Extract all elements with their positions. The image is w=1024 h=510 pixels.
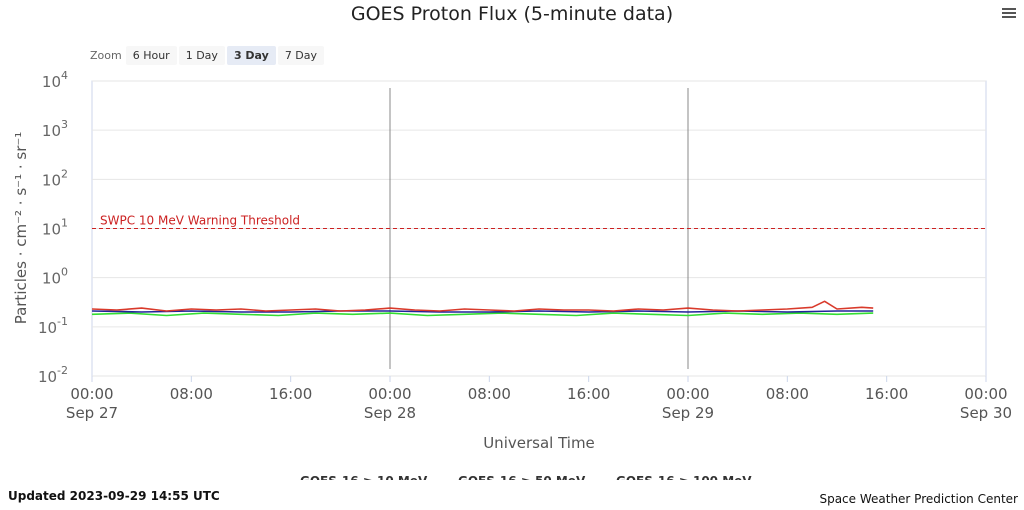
- y-axis-label: Particles · cm⁻² · s⁻¹ · sr⁻¹: [12, 132, 30, 325]
- zoom-bar: Zoom 6 Hour 1 Day 3 Day 7 Day: [90, 46, 326, 65]
- x-tick-label: 08:00: [170, 385, 213, 403]
- zoom-3-day-button[interactable]: 3 Day: [226, 46, 276, 65]
- series-line: [91, 310, 874, 313]
- x-tick-label: 08:00: [766, 385, 809, 403]
- zoom-label: Zoom: [90, 49, 122, 62]
- x-tick-date: Sep 30: [960, 404, 1012, 422]
- y-tick-label: 104: [42, 69, 68, 91]
- x-tick-date: Sep 28: [364, 404, 416, 422]
- zoom-1-day-button[interactable]: 1 Day: [178, 46, 225, 65]
- y-tick-label: 102: [42, 167, 68, 189]
- x-tick-label: 16:00: [567, 385, 610, 403]
- zoom-7-day-button[interactable]: 7 Day: [277, 46, 325, 65]
- x-tick-date: Sep 29: [662, 404, 714, 422]
- y-tick-label: 10-2: [38, 364, 68, 386]
- x-tick-label: 08:00: [468, 385, 511, 403]
- x-tick-label: 00:00: [964, 385, 1007, 403]
- series-line: [91, 300, 874, 312]
- legend-item: GOES-16 ≥ 10 MeV: [300, 474, 428, 480]
- legend-item: GOES-16 ≥ 100 MeV: [616, 474, 752, 480]
- y-tick-label: 103: [42, 118, 68, 140]
- y-tick-label: 10-1: [38, 315, 68, 337]
- threshold-label: SWPC 10 MeV Warning Threshold: [100, 214, 300, 228]
- legend-item: GOES-16 ≥ 50 MeV: [458, 474, 586, 480]
- series-line: [91, 312, 874, 317]
- y-tick-label: 101: [42, 217, 68, 239]
- x-tick-label: 16:00: [269, 385, 312, 403]
- x-axis-label: Universal Time: [483, 434, 595, 452]
- x-tick-label: 16:00: [865, 385, 908, 403]
- zoom-6-hour-button[interactable]: 6 Hour: [125, 46, 177, 65]
- x-tick-label: 00:00: [666, 385, 709, 403]
- menu-icon[interactable]: [1002, 6, 1016, 20]
- credit-text: Space Weather Prediction Center: [819, 492, 1018, 506]
- updated-timestamp: Updated 2023-09-29 14:55 UTC: [8, 489, 220, 503]
- x-tick-date: Sep 27: [66, 404, 118, 422]
- x-tick-label: 00:00: [70, 385, 113, 403]
- chart-title: GOES Proton Flux (5-minute data): [350, 3, 674, 25]
- y-tick-label: 100: [42, 266, 68, 288]
- x-tick-label: 00:00: [368, 385, 411, 403]
